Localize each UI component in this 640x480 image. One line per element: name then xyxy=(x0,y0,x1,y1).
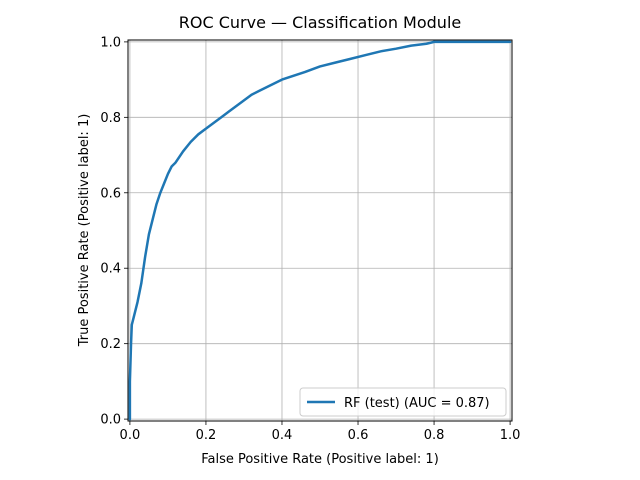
x-axis-title: False Positive Rate (Positive label: 1) xyxy=(201,452,439,467)
x-tick-label: 0.2 xyxy=(196,428,217,443)
y-tick-label: 1.0 xyxy=(100,35,121,50)
x-tick-label: 0.0 xyxy=(120,428,141,443)
x-tick-label: 1.0 xyxy=(500,428,521,443)
y-tick-label: 0.8 xyxy=(100,111,121,126)
y-tick-label: 0.2 xyxy=(100,337,121,352)
x-tick-label: 0.8 xyxy=(424,428,445,443)
x-tick-label: 0.6 xyxy=(348,428,369,443)
grid xyxy=(128,40,512,421)
legend-box xyxy=(299,387,507,417)
ticks: 0.0 0.2 0.4 0.6 0.8 1.0 0.0 0.2 0.4 0.6 0.8 1.0 xyxy=(100,35,520,443)
y-tick-label: 0.4 xyxy=(100,262,121,277)
y-tick-label: 0.0 xyxy=(100,413,121,428)
y-tick-label: 0.6 xyxy=(100,186,121,201)
legend: RF (test) (AUC = 0.87) xyxy=(299,387,507,417)
series-layer xyxy=(128,40,512,421)
x-tick-label: 0.4 xyxy=(272,428,293,443)
chart-title: ROC Curve — Classification Module xyxy=(179,13,461,32)
legend-label: RF (test) (AUC = 0.87) xyxy=(344,396,490,411)
roc-curve-line xyxy=(128,40,512,421)
y-axis-title: True Positive Rate (Positive label: 1) xyxy=(77,114,92,348)
plot-frame xyxy=(127,39,513,422)
